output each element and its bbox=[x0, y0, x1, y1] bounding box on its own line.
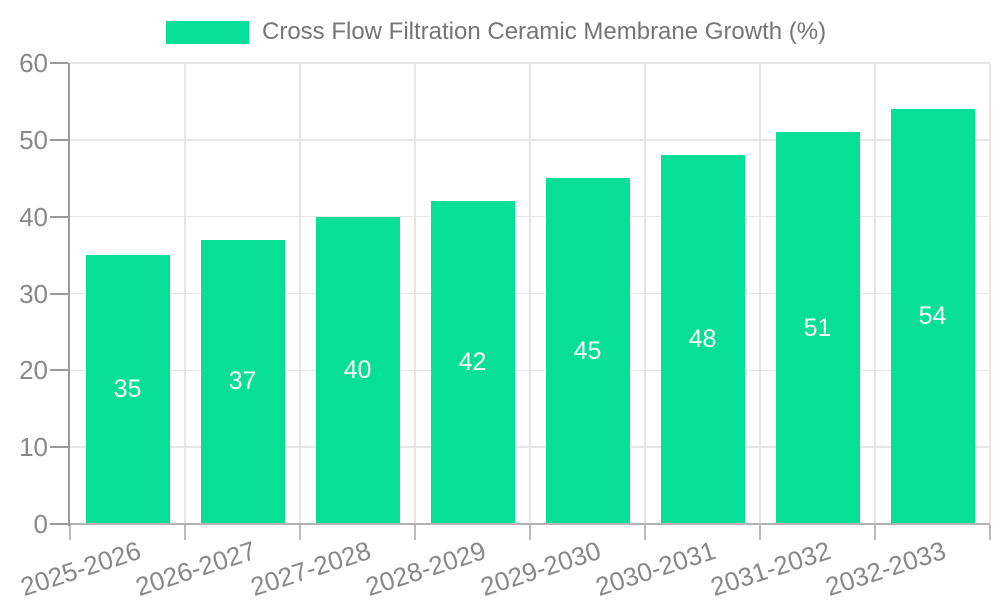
x-axis-tick bbox=[644, 525, 646, 540]
x-axis-tick bbox=[989, 525, 991, 540]
bar-value-label: 35 bbox=[113, 375, 142, 404]
x-axis-tick-label: 2026-2027 bbox=[131, 535, 260, 600]
bar-value-label: 37 bbox=[228, 367, 257, 396]
x-axis-tick-label: 2031-2032 bbox=[706, 535, 835, 600]
gridline-vertical bbox=[184, 63, 186, 524]
x-axis-tick-label: 2029-2030 bbox=[476, 535, 605, 600]
bar-value-label: 51 bbox=[803, 313, 832, 342]
y-axis-tick bbox=[50, 138, 68, 141]
y-axis-tick bbox=[50, 215, 68, 218]
y-axis-tick-label: 40 bbox=[19, 201, 48, 232]
gridline-vertical bbox=[989, 63, 991, 524]
y-axis-tick bbox=[50, 369, 68, 372]
legend-swatch bbox=[166, 20, 249, 44]
gridline-vertical bbox=[299, 63, 301, 524]
y-axis-tick bbox=[50, 292, 68, 295]
x-axis-tick-label: 2032-2033 bbox=[821, 535, 950, 600]
gridline-vertical bbox=[759, 63, 761, 524]
bar-value-label: 54 bbox=[918, 302, 947, 331]
bar[interactable] bbox=[660, 155, 745, 523]
y-axis-tick bbox=[50, 446, 68, 449]
legend-label: Cross Flow Filtration Ceramic Membrane G… bbox=[262, 18, 827, 45]
bar-value-label: 42 bbox=[458, 348, 487, 377]
y-axis-tick-label: 10 bbox=[19, 432, 48, 463]
x-axis-tick-label: 2025-2026 bbox=[16, 535, 145, 600]
legend[interactable]: Cross Flow Filtration Ceramic Membrane G… bbox=[166, 18, 826, 46]
x-axis-tick bbox=[69, 525, 71, 540]
y-axis-tick bbox=[50, 62, 68, 64]
y-axis-tick-label: 20 bbox=[19, 355, 48, 386]
y-axis-tick-label: 60 bbox=[19, 48, 48, 78]
bar-value-label: 48 bbox=[688, 325, 717, 354]
x-axis-tick bbox=[299, 525, 301, 540]
bar[interactable] bbox=[315, 216, 400, 523]
bar[interactable] bbox=[890, 109, 975, 523]
y-axis-line bbox=[68, 63, 70, 526]
y-axis-tick-label: 0 bbox=[33, 509, 48, 539]
gridline-vertical bbox=[874, 63, 876, 524]
bar[interactable] bbox=[200, 239, 285, 523]
x-axis-tick bbox=[759, 525, 761, 540]
x-axis-line bbox=[70, 523, 990, 525]
bar[interactable] bbox=[430, 201, 515, 523]
x-axis-tick bbox=[529, 525, 531, 540]
bar-value-label: 45 bbox=[573, 336, 602, 365]
y-axis-tick-label: 30 bbox=[19, 278, 48, 309]
x-axis-tick-label: 2028-2029 bbox=[361, 535, 490, 600]
x-axis-tick bbox=[414, 525, 416, 540]
x-axis-tick-label: 2027-2028 bbox=[246, 535, 375, 600]
bar[interactable] bbox=[545, 178, 630, 523]
x-axis-tick-label: 2030-2031 bbox=[591, 535, 720, 600]
gridline-vertical bbox=[414, 63, 416, 524]
gridline-vertical bbox=[529, 63, 531, 524]
x-axis-tick bbox=[184, 525, 186, 540]
x-axis-tick bbox=[874, 525, 876, 540]
bar-value-label: 40 bbox=[343, 355, 372, 384]
bar[interactable] bbox=[775, 132, 860, 523]
bar[interactable] bbox=[85, 255, 170, 523]
gridline-vertical bbox=[644, 63, 646, 524]
y-axis-tick bbox=[50, 523, 68, 525]
y-axis-tick-label: 50 bbox=[19, 124, 48, 155]
